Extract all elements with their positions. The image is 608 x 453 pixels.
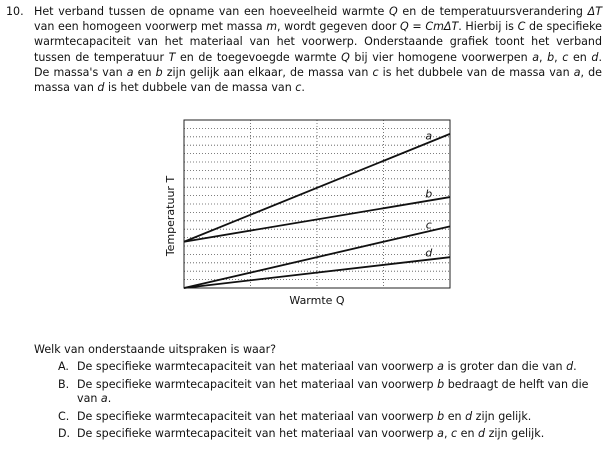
option-text-segment: zijn gelijk. — [472, 409, 532, 423]
question-text-segment: en de toegevoegde warmte — [175, 50, 342, 64]
series-label-d: d — [425, 247, 433, 260]
question-symbol: c — [295, 81, 302, 95]
option-symbol: b — [437, 377, 445, 391]
question-text-segment: van een homogeen voorwerp met massa — [34, 20, 267, 34]
question-symbol: b — [547, 50, 555, 64]
question-symbol: a — [126, 65, 134, 79]
question-prompt: Welk van onderstaande uitspraken is waar… — [34, 343, 277, 356]
question-symbol: Q — [341, 50, 350, 64]
question-symbol: C — [517, 20, 526, 34]
question-symbol: a — [573, 65, 581, 79]
question-symbol: T — [168, 50, 176, 64]
question-text-segment: , — [554, 50, 563, 64]
option-symbol: c — [451, 427, 458, 441]
answer-option-letter: B. — [58, 377, 70, 391]
answer-option-letter: D. — [58, 427, 71, 441]
question-symbol: b — [155, 65, 163, 79]
series-label-a: a — [425, 130, 432, 143]
question-text-segment: en — [133, 65, 156, 79]
option-symbol: d — [478, 427, 486, 441]
option-text-segment: , — [443, 427, 451, 441]
question-text-segment: is het dubbele van de massa van — [378, 65, 574, 79]
y-axis-label: Temperatuur T — [164, 176, 177, 258]
question-symbol: m — [266, 20, 277, 34]
option-symbol: b — [437, 409, 445, 423]
answer-option[interactable]: A. De specifieke warmtecapaciteit van het… — [58, 360, 604, 375]
question-symbol: Q — [388, 5, 398, 18]
option-text-segment: De specifieke warmtecapaciteit van het m… — [77, 427, 438, 441]
answer-option[interactable]: C. De specifieke warmtecapaciteit van het… — [58, 410, 604, 425]
option-symbol: a — [100, 392, 108, 406]
question-text-segment: is het dubbele van de massa van — [104, 81, 296, 95]
option-text-segment: is groter dan die van — [443, 360, 567, 373]
series-label-c: c — [426, 218, 432, 231]
option-symbol: a — [437, 427, 444, 441]
question-block: 10. Het verband tussen de opname van een… — [6, 4, 602, 95]
question-text-segment: bij vier homogene voorwerpen — [349, 50, 533, 64]
question-symbol: d — [97, 81, 105, 95]
option-text-segment: en — [444, 409, 466, 423]
option-text-segment: zijn gelijk. — [485, 427, 545, 441]
question-text-segment: de specifieke warmtecapaciteit van het m… — [34, 20, 602, 64]
option-text-segment: De specifieke warmtecapaciteit van het m… — [77, 409, 438, 423]
question-symbol: CmΔT — [425, 20, 459, 34]
option-text-segment: bedraagt de helft van die van — [77, 377, 589, 406]
question-symbol: ΔT — [587, 5, 602, 18]
question-number: 10. — [6, 5, 24, 18]
option-text-segment: en — [457, 427, 479, 441]
option-text-segment: . — [107, 392, 112, 406]
chart-svg: a b c d Warmte Q Temperatuur T — [164, 119, 451, 307]
series-label-b: b — [425, 188, 432, 201]
temperature-heat-graph: a b c d Warmte Q Temperatuur T — [160, 112, 460, 312]
option-text-segment: De specifieke warmtecapaciteit van het m… — [77, 377, 438, 391]
question-symbol: c — [562, 50, 569, 64]
series-line-c — [183, 225, 451, 289]
answer-option-letter: A. — [58, 360, 69, 373]
plot-frame — [183, 119, 451, 289]
option-text-segment: De specifieke warmtecapaciteit van het m… — [77, 360, 438, 373]
answer-options: A. De specifieke warmtecapaciteit van het… — [58, 360, 604, 445]
option-symbol: d — [566, 360, 574, 373]
question-text-segment: . Hierbij is — [458, 20, 518, 34]
option-symbol: a — [437, 360, 444, 373]
question-symbol: Q — [400, 20, 409, 34]
series-line-d — [183, 256, 451, 289]
question-symbol: a — [532, 50, 539, 64]
series-line-a — [183, 133, 451, 243]
option-text-segment: . — [573, 360, 577, 373]
option-symbol: d — [465, 409, 473, 423]
x-axis-label: Warmte Q — [289, 294, 345, 307]
question-text-segment: . — [301, 81, 305, 95]
question-text-segment: en — [568, 50, 592, 64]
answer-option[interactable]: B. De specifieke warmtecapaciteit van het… — [58, 378, 604, 407]
question-symbol: c — [372, 65, 379, 79]
series-line-b — [183, 196, 451, 243]
question-text-segment: , wordt gegeven door — [277, 20, 401, 34]
question-text-segment: zijn gelijk aan elkaar, de massa van — [162, 65, 373, 79]
question-text-segment: = — [408, 20, 426, 34]
question-text-segment: . De massa's van — [34, 50, 602, 79]
question-text-segment: Het verband tussen de opname van een hoe… — [34, 5, 389, 18]
question-symbol: d — [591, 50, 599, 64]
question-text-segment: en de temperatuursverandering — [397, 5, 588, 18]
question-text-segment: , de massa van — [34, 65, 602, 95]
answer-option[interactable]: D. De specifieke warmtecapaciteit van het… — [58, 427, 604, 442]
answer-option-letter: C. — [58, 409, 70, 423]
question-text: Het verband tussen de opname van een hoe… — [34, 4, 602, 95]
question-text-segment: , — [539, 50, 548, 64]
